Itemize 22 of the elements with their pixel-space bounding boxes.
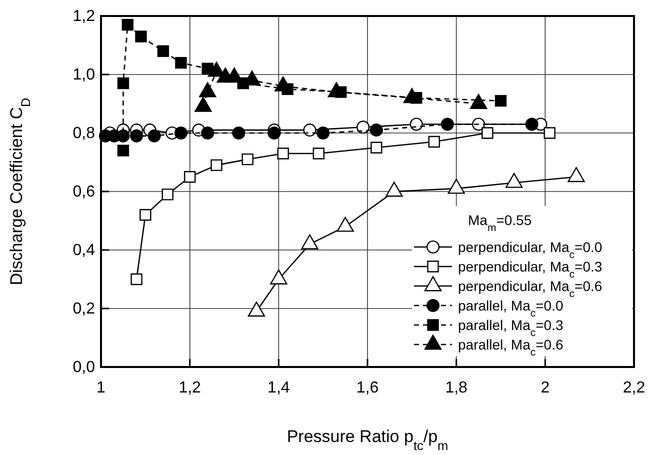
legend-label: parallel, Ma$_{c}$=0.6 — [458, 336, 564, 358]
legend-label: perpendicular, Ma$_{c}$=0.0 — [458, 239, 602, 261]
y-tick-label: 0,2 — [72, 300, 96, 318]
y-tick-label: 0,6 — [72, 184, 96, 201]
x-tick-label: 1 — [96, 379, 106, 396]
legend-label: parallel, Ma$_{c}$=0.3 — [458, 317, 564, 339]
y-tick-label: 0,4 — [72, 242, 96, 260]
y-tick-label: 0,8 — [72, 125, 96, 142]
x-tick-label: 1,2 — [178, 379, 202, 396]
x-tick-label: 1,6 — [356, 379, 379, 396]
y-tick-label: 1,0 — [72, 66, 96, 84]
x-tick-label: 2 — [540, 379, 550, 396]
legend-label: perpendicular, Ma$_{c}$=0.3 — [458, 258, 602, 280]
y-tick-label: 1,2 — [72, 8, 96, 26]
x-axis-title: Pressure Ratio p$_{tc}$/p$_{m}$ — [286, 427, 448, 452]
x-tick-label: 2,2 — [622, 379, 646, 396]
legend-label: parallel, Ma$_{c}$=0.0 — [458, 298, 564, 320]
legend-label: perpendicular, Ma$_{c}$=0.6 — [458, 278, 602, 300]
legend-title: Ma$_{m}$=0.55 — [468, 212, 532, 234]
x-tick-label: 1,8 — [445, 379, 468, 396]
x-tick-label: 1,4 — [268, 379, 290, 396]
y-tick-label: 0,0 — [72, 359, 96, 376]
